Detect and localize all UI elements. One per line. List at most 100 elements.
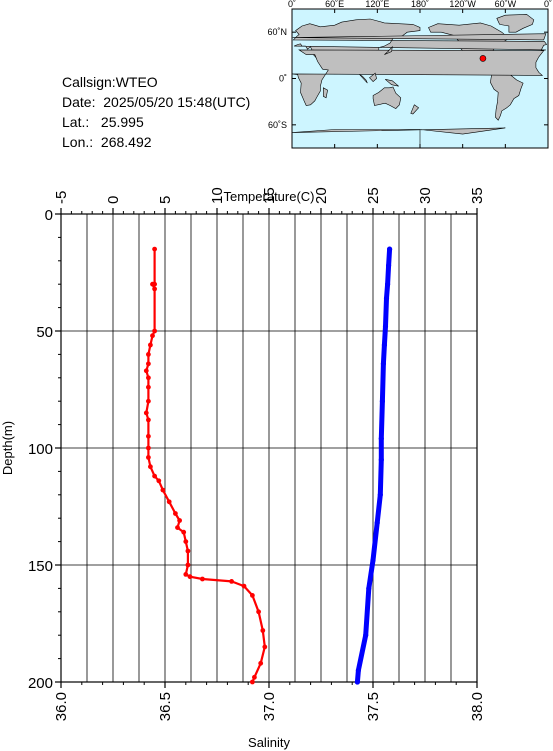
salinity-profile-point bbox=[148, 342, 153, 348]
land-mass bbox=[385, 79, 399, 87]
land-mass bbox=[291, 49, 545, 106]
map-lon-tick-label: 60˚E bbox=[325, 0, 344, 9]
land-mass bbox=[369, 72, 377, 83]
temperature-tick-label: 5 bbox=[157, 196, 174, 204]
temperature-profile-point bbox=[383, 295, 390, 301]
salinity-profile-point bbox=[262, 644, 268, 650]
date-value: 2025/05/20 15:48(UTC) bbox=[103, 94, 251, 110]
salinity-profile-point bbox=[146, 384, 151, 390]
temperature-tick-label: 10 bbox=[209, 187, 226, 204]
map-lon-tick-label: 0˚ bbox=[544, 0, 552, 9]
salinity-profile-point bbox=[150, 333, 155, 339]
salinity-profile-point bbox=[143, 410, 149, 416]
depth-axis-label: Depth(m) bbox=[0, 421, 15, 475]
land-mass bbox=[292, 33, 547, 41]
salinity-profile-point bbox=[160, 487, 166, 493]
temperature-profile-point bbox=[379, 398, 385, 404]
station-marker bbox=[479, 55, 487, 62]
salinity-profile-point bbox=[173, 511, 178, 516]
temperature-tick-label: 15 bbox=[261, 187, 278, 204]
map-lat-tick-label: 0˚ bbox=[279, 74, 287, 84]
salinity-profile-point bbox=[175, 525, 180, 530]
depth-tick-label: 0 bbox=[45, 207, 53, 224]
salinity-profile-point bbox=[177, 518, 183, 523]
salinity-profile-point bbox=[183, 539, 189, 544]
map-lon-tick-label: 180˚ bbox=[411, 0, 429, 9]
salinity-profile-point bbox=[250, 593, 255, 598]
callsign-value: WTEO bbox=[115, 74, 158, 90]
salinity-tick-label: 36.5 bbox=[157, 692, 174, 721]
map-lon-tick-label: 60˚W bbox=[495, 0, 517, 9]
callsign-label: Callsign: bbox=[62, 74, 116, 90]
salinity-profile-point bbox=[241, 583, 247, 589]
salinity-profile-point bbox=[152, 286, 158, 292]
lon-label: Lon.: bbox=[62, 134, 94, 150]
salinity-profile-point bbox=[146, 398, 151, 404]
depth-tick-label: 100 bbox=[28, 441, 53, 458]
map-lon-tick-label: 0˚ bbox=[288, 0, 296, 9]
salinity-profile-point bbox=[146, 361, 151, 367]
land-mass bbox=[372, 86, 402, 109]
temperature-profile-point bbox=[382, 323, 389, 329]
salinity-profile-point bbox=[250, 679, 255, 685]
map-lon-tick-label: 120˚E bbox=[365, 0, 389, 9]
temperature-profile-point bbox=[385, 281, 391, 287]
temperature-profile-point bbox=[370, 557, 376, 563]
map-lat-tick-label: 60˚N bbox=[267, 27, 287, 37]
salinity-profile-point bbox=[152, 328, 158, 334]
land-mass bbox=[359, 74, 368, 84]
temperature-profile-point bbox=[378, 457, 384, 463]
temperature-tick-label: 35 bbox=[469, 187, 486, 204]
temperature-profile-point bbox=[355, 667, 361, 673]
temperature-tick-label: 30 bbox=[417, 187, 434, 204]
salinity-profile-point bbox=[256, 609, 261, 615]
salinity-axis-label: Salinity bbox=[248, 735, 290, 750]
temperature-profile-point bbox=[386, 262, 392, 269]
salinity-profile-point bbox=[150, 281, 155, 287]
salinity-profile-point bbox=[183, 572, 189, 577]
temperature-tick-label: 0 bbox=[105, 196, 122, 204]
land-mass bbox=[490, 68, 524, 121]
land-mass bbox=[384, 45, 393, 55]
temperature-profile-point bbox=[377, 492, 383, 498]
lat-value: 25.995 bbox=[100, 114, 144, 130]
salinity-profile-point bbox=[260, 628, 266, 633]
lon-line: Lon.: 268.492 bbox=[62, 132, 250, 152]
land-mass bbox=[291, 127, 506, 148]
salinity-profile-point bbox=[185, 548, 191, 554]
lat-line: Lat.: 25.995 bbox=[62, 112, 250, 132]
callsign-line: Callsign:WTEO bbox=[62, 72, 250, 92]
salinity-profile-point bbox=[146, 352, 151, 357]
temperature-profile-point bbox=[378, 436, 384, 442]
map-lat-tick-label: 60˚S bbox=[268, 120, 287, 130]
land-mass bbox=[322, 87, 328, 99]
salinity-tick-label: 37.5 bbox=[365, 692, 382, 721]
salinity-profile-point bbox=[148, 464, 153, 470]
salinity-profile-point bbox=[200, 576, 205, 582]
salinity-profile-point bbox=[258, 660, 264, 666]
salinity-profile-point bbox=[181, 529, 187, 535]
lon-value: 268.492 bbox=[100, 134, 152, 150]
salinity-profile-point bbox=[187, 574, 193, 580]
map-lon-tick-label: 120˚W bbox=[449, 0, 476, 9]
temperature-tick-label: 25 bbox=[365, 187, 382, 204]
temperature-profile-point bbox=[366, 585, 372, 592]
temperature-tick-label: 20 bbox=[313, 187, 330, 204]
temperature-profile-point bbox=[363, 632, 369, 638]
temperature-profile-point bbox=[387, 246, 393, 252]
date-label: Date: bbox=[62, 94, 96, 110]
salinity-tick-label: 36.0 bbox=[53, 692, 70, 721]
temperature-profile bbox=[354, 246, 393, 685]
salinity-profile-point bbox=[143, 368, 149, 374]
temperature-profile-point bbox=[374, 520, 380, 526]
temperature-tick-label: -5 bbox=[53, 191, 70, 204]
salinity-profile-point bbox=[146, 455, 151, 460]
salinity-profile-point bbox=[152, 246, 158, 252]
land-mass bbox=[410, 104, 420, 115]
temperature-profile-point bbox=[380, 361, 386, 367]
salinity-profile-point bbox=[146, 417, 151, 423]
salinity-tick-label: 38.0 bbox=[469, 692, 486, 721]
salinity-profile-point bbox=[229, 579, 235, 584]
